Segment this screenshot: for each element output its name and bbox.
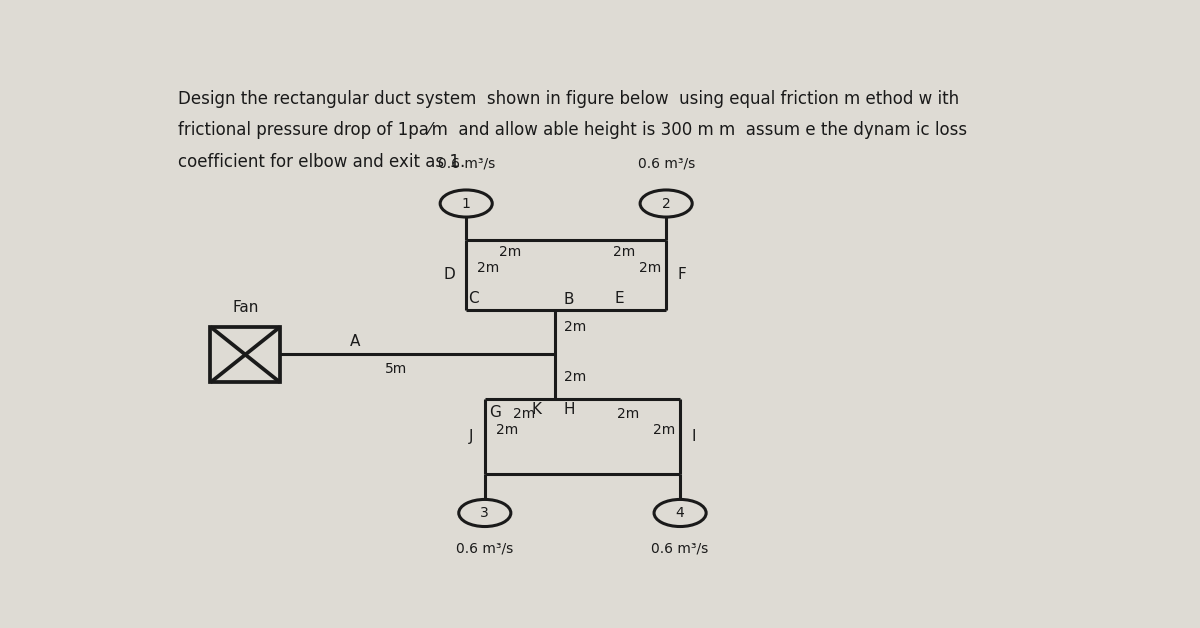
Circle shape: [640, 190, 692, 217]
Text: coefficient for elbow and exit as 1.: coefficient for elbow and exit as 1.: [178, 153, 466, 171]
Text: 0.6 m³/s: 0.6 m³/s: [456, 542, 514, 556]
Text: A: A: [350, 333, 360, 349]
Text: 4: 4: [676, 506, 684, 520]
Text: I: I: [691, 430, 696, 445]
Text: Fan: Fan: [232, 300, 258, 315]
Text: D: D: [443, 268, 455, 283]
Circle shape: [654, 499, 706, 526]
Text: 0.6 m³/s: 0.6 m³/s: [438, 156, 494, 171]
Text: F: F: [677, 268, 686, 283]
Text: 2m: 2m: [499, 245, 521, 259]
Text: 2m: 2m: [478, 261, 499, 274]
Text: 2m: 2m: [564, 370, 586, 384]
Bar: [210, 327, 281, 382]
Text: 2m: 2m: [640, 261, 661, 274]
Text: J: J: [469, 430, 474, 445]
Text: C: C: [468, 291, 479, 306]
Text: frictional pressure drop of 1pa⁄m  and allow able height is 300 m m  assum e the: frictional pressure drop of 1pa⁄m and al…: [178, 121, 967, 139]
Text: 2m: 2m: [496, 423, 518, 436]
Text: 2m: 2m: [653, 423, 676, 436]
Circle shape: [440, 190, 492, 217]
Circle shape: [458, 499, 511, 526]
Text: 0.6 m³/s: 0.6 m³/s: [637, 156, 695, 171]
Text: Design the rectangular duct system  shown in figure below  using equal friction : Design the rectangular duct system shown…: [178, 90, 959, 108]
Text: G: G: [490, 405, 502, 420]
Text: 1: 1: [462, 197, 470, 210]
Text: 3: 3: [480, 506, 490, 520]
Text: H: H: [564, 402, 575, 417]
Text: 2m: 2m: [617, 407, 640, 421]
Text: 2m: 2m: [512, 407, 535, 421]
Text: 2: 2: [661, 197, 671, 210]
Text: 2m: 2m: [613, 245, 636, 259]
Text: E: E: [616, 291, 625, 306]
Text: 2m: 2m: [564, 320, 586, 334]
Text: 0.6 m³/s: 0.6 m³/s: [652, 542, 709, 556]
Text: K: K: [532, 402, 541, 417]
Text: B: B: [564, 293, 575, 308]
Text: 5m: 5m: [385, 362, 408, 376]
